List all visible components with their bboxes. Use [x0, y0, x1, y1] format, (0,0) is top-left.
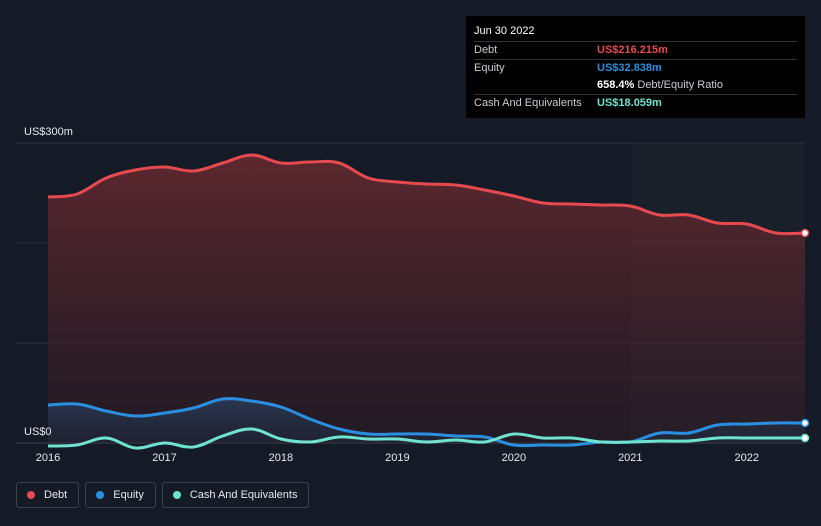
equity-dot-icon: [96, 491, 105, 499]
tooltip-ratio-row: 658.4% Debt/Equity Ratio: [474, 77, 797, 94]
cash-endpoint: [800, 433, 810, 443]
legend-item-debt[interactable]: Debt: [16, 482, 80, 508]
debt-endpoint: [800, 228, 810, 238]
debt-line: [47, 153, 806, 236]
tooltip-cash-label: Cash And Equivalents: [474, 97, 582, 109]
tooltip-equity-value: US$32.838m: [597, 62, 662, 74]
legend-item-cash[interactable]: Cash And Equivalents: [161, 482, 310, 508]
x-tick-label: 2022: [735, 452, 759, 464]
tooltip-debt-row: Debt US$216.215m: [474, 41, 797, 59]
debt-dot-icon: [27, 491, 35, 499]
y-axis-bottom-label: US$0: [24, 426, 52, 438]
equity-area: [48, 398, 805, 446]
tooltip-debt-label: Debt: [474, 44, 498, 56]
x-tick-label: 2017: [152, 452, 176, 464]
debt-area: [48, 155, 805, 443]
legend-label-equity: Equity: [113, 489, 144, 501]
tooltip-ratio-label: Debt/Equity Ratio: [637, 79, 723, 91]
x-tick-label: 2021: [618, 452, 642, 464]
x-tick-label: 2019: [385, 452, 409, 464]
legend-label-debt: Debt: [44, 489, 68, 501]
tooltip-ratio-value: 658.4%: [597, 79, 635, 91]
y-axis-top-label: US$300m: [24, 126, 73, 138]
equity-endpoint: [800, 418, 810, 428]
data-tooltip: Jun 30 2022 Debt US$216.215m Equity US$3…: [466, 16, 805, 118]
tooltip-equity-label: Equity: [474, 62, 505, 74]
chart-legend: Debt Equity Cash And Equivalents: [16, 482, 310, 508]
tooltip-date: Jun 30 2022: [474, 25, 535, 37]
tooltip-cash-row: Cash And Equivalents US$18.059m: [474, 94, 797, 112]
equity-line: [47, 397, 806, 448]
cash-line: [47, 427, 805, 450]
x-tick-label: 2020: [502, 452, 526, 464]
tooltip-debt-value: US$216.215m: [597, 44, 668, 56]
legend-label-cash: Cash And Equivalents: [189, 489, 298, 501]
tooltip-equity-row: Equity US$32.838m: [474, 59, 797, 77]
tooltip-cash-value: US$18.059m: [597, 97, 662, 109]
cash-dot-icon: [172, 491, 181, 499]
legend-item-equity[interactable]: Equity: [85, 482, 156, 508]
x-tick-label: 2016: [36, 452, 60, 464]
x-tick-label: 2018: [269, 452, 293, 464]
